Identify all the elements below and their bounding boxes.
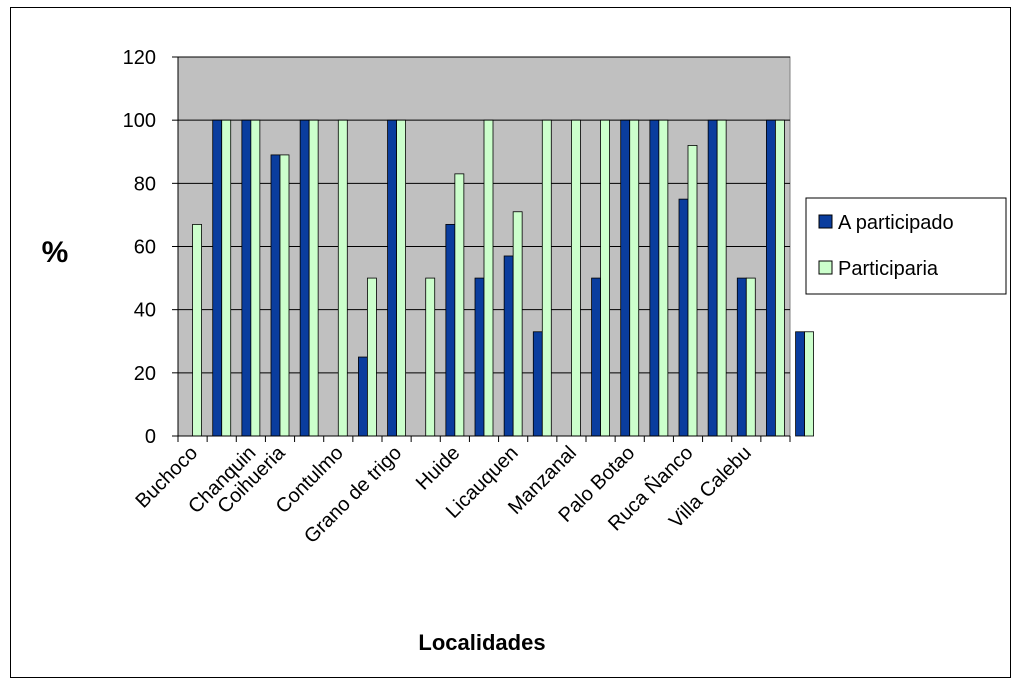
bar-participaria: [425, 277, 436, 437]
bar-participaria: [541, 119, 552, 437]
legend-box: [805, 197, 1007, 295]
legend-swatch-a-participado: [818, 214, 833, 229]
bar-participaria: [804, 331, 814, 437]
axes: [172, 56, 791, 442]
y-tick-label: 80: [134, 173, 156, 195]
bar-participaria: [308, 119, 319, 437]
legend: A participado Participaria: [805, 197, 1007, 295]
x-axis-label: Localidades: [418, 630, 545, 655]
bar-a-participado: [620, 119, 631, 437]
bar-a-participado: [532, 331, 543, 437]
bar-a-participado: [387, 119, 397, 437]
bar-a-participado: [707, 119, 718, 437]
bar-a-participado: [474, 277, 485, 437]
bar-a-participado: [445, 223, 456, 437]
legend-label-participaria: Participaria: [838, 258, 939, 280]
bar-participaria: [250, 119, 261, 437]
bar-participaria: [367, 277, 377, 437]
bar-a-participado: [591, 277, 601, 437]
bar-a-participado: [503, 255, 514, 437]
legend-swatch-participaria: [818, 260, 833, 275]
bar-a-participado: [212, 119, 223, 437]
bar-a-participado: [736, 277, 747, 437]
y-tick-label: 40: [134, 300, 156, 322]
bar-participaria: [192, 223, 202, 437]
bar-participaria: [571, 119, 581, 437]
bar-a-participado: [358, 356, 368, 437]
bar-participaria: [221, 119, 232, 437]
bar-a-participado: [766, 119, 776, 437]
y-tick-label: 20: [134, 363, 156, 385]
bar-participaria: [716, 119, 727, 437]
x-tick-label: Huide: [412, 442, 465, 495]
bar-a-participado: [270, 154, 281, 437]
bar-participaria: [745, 277, 756, 437]
bar-participaria: [687, 145, 698, 437]
bar-participaria: [483, 119, 494, 437]
y-tick-label: 120: [123, 47, 156, 69]
bar-a-participado: [241, 119, 252, 437]
bar-participaria: [658, 119, 669, 437]
bar-participaria: [629, 119, 640, 437]
bar-a-participado: [649, 119, 660, 437]
bar-participaria: [454, 173, 465, 437]
bar-participaria: [600, 119, 610, 437]
bar-participaria: [279, 154, 290, 437]
bar-a-participado: [795, 331, 805, 437]
y-tick-labels: 0 20 40 60 80 100 120: [123, 47, 156, 448]
bar-participaria: [337, 119, 348, 437]
bar-participaria: [775, 119, 785, 437]
y-tick-label: 60: [134, 237, 156, 259]
bar-participaria: [396, 119, 406, 437]
legend-label-a-participado: A participado: [838, 212, 954, 234]
y-tick-label: 100: [123, 110, 156, 132]
bar-participaria: [512, 211, 523, 437]
y-tick-label: 0: [145, 426, 156, 448]
y-axis-label: %: [42, 236, 69, 269]
bar-a-participado: [678, 198, 689, 437]
bar-a-participado: [299, 119, 310, 437]
